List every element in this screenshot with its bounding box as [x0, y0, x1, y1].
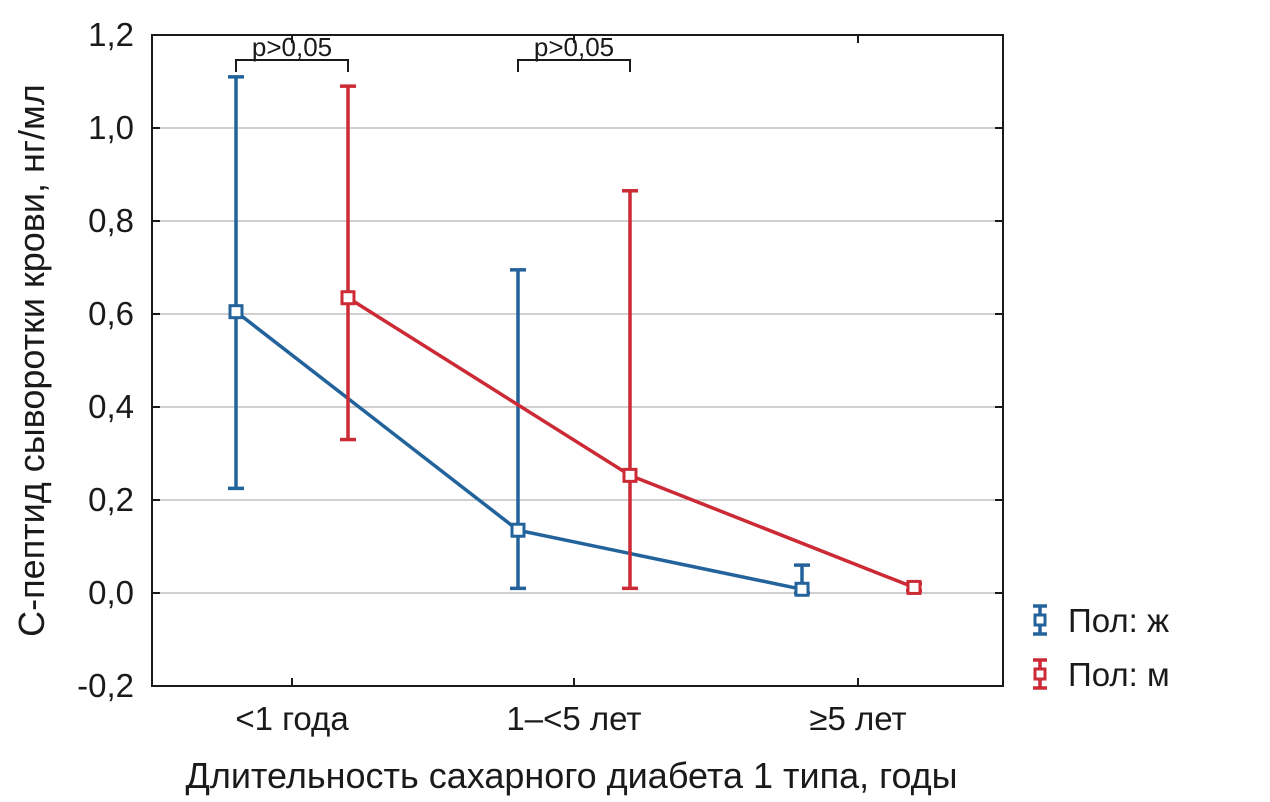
y-tick-label: 0,6: [88, 295, 134, 332]
y-tick-label: 1,2: [88, 16, 134, 53]
significance-bracket: [517, 59, 631, 72]
y-tick-label: -0,2: [77, 667, 134, 704]
x-tick-label: 1–<5 лет: [506, 700, 641, 737]
y-tick-label: 0,2: [88, 481, 134, 518]
x-axis-title: Длительность сахарного диабета 1 типа, г…: [185, 755, 957, 796]
y-axis-title: С-пептид сыворотки крови, нг/мл: [11, 84, 52, 637]
legend-marker: [1033, 667, 1047, 681]
data-point: [622, 467, 638, 483]
grid-lines: [152, 127, 1003, 594]
significance-bracket: [235, 59, 349, 72]
data-point: [794, 581, 810, 597]
series-group: [228, 75, 922, 597]
significance-label: p>0,05: [252, 32, 332, 62]
y-tick-label: 0,0: [88, 574, 134, 611]
data-point: [906, 579, 922, 595]
x-tick-label: <1 года: [235, 700, 349, 737]
legend-item-2: Пол: м: [1033, 656, 1170, 693]
data-point: [510, 522, 526, 538]
plot-frame: [151, 34, 1004, 687]
legend: Пол: ж Пол: м: [1033, 602, 1170, 693]
y-tick-label: 0,4: [88, 388, 134, 425]
data-point: [228, 304, 244, 320]
legend-label: Пол: м: [1068, 656, 1170, 693]
series-2: [340, 84, 922, 595]
series-1: [228, 75, 810, 597]
data-point: [340, 290, 356, 306]
legend-label: Пол: ж: [1068, 602, 1169, 639]
legend-item-1: Пол: ж: [1033, 602, 1169, 639]
legend-marker: [1033, 613, 1047, 627]
y-tick-label: 1,0: [88, 109, 134, 146]
axis-ticks: -0,2 0,0 0,2 0,4 0,6 0,8 1,0 1,2 <1 года 1–<5 лет…: [77, 16, 1003, 737]
y-tick-label: 0,8: [88, 202, 134, 239]
significance-label: p>0,05: [534, 32, 614, 62]
x-tick-label: ≥5 лет: [809, 700, 906, 737]
significance-annotations: p>0,05 p>0,05: [235, 32, 631, 72]
